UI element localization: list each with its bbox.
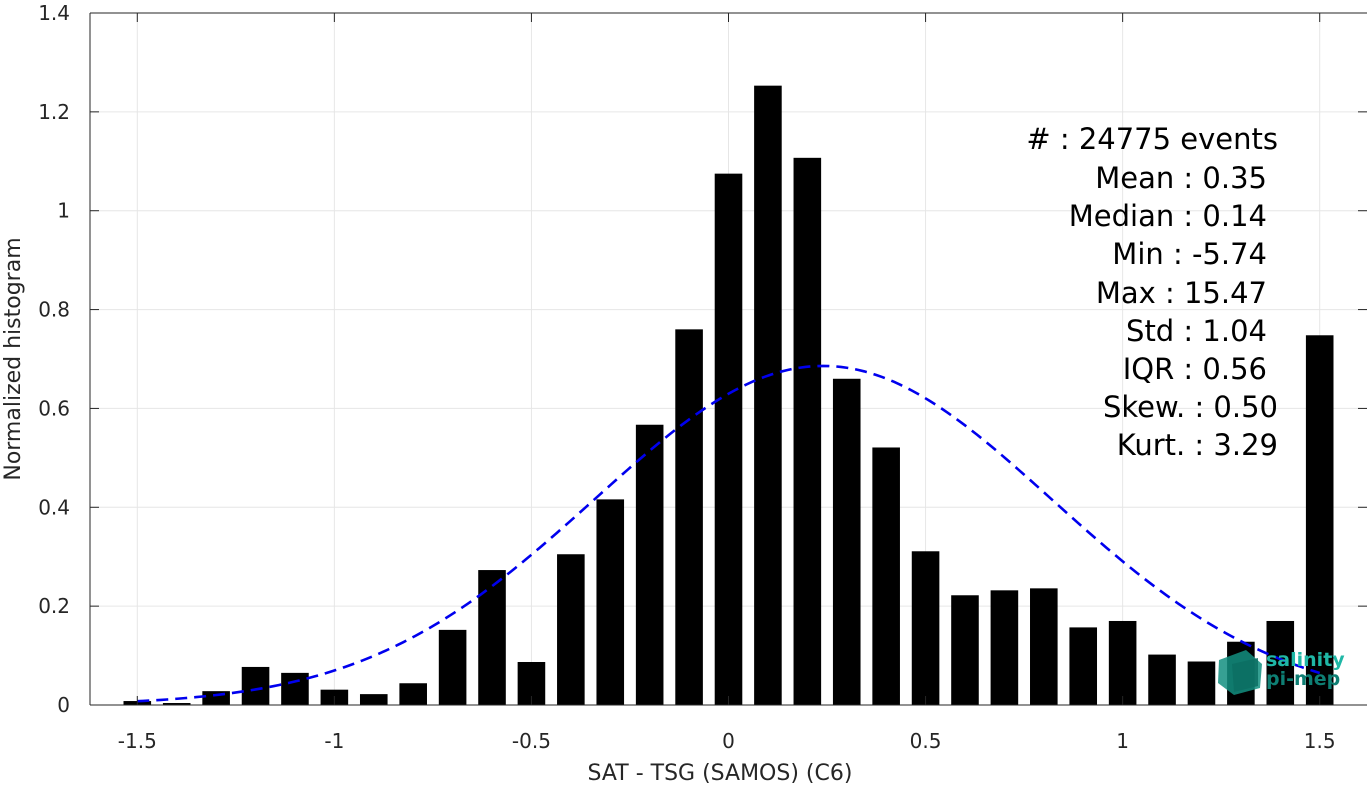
histogram-bar-26 bbox=[1148, 654, 1176, 705]
y-tick-label-4: 0.8 bbox=[38, 298, 70, 322]
x-tick-label-0: -1.5 bbox=[118, 729, 157, 753]
histogram-bar-18 bbox=[832, 378, 861, 705]
y-tick-label-2: 0.4 bbox=[38, 495, 70, 519]
y-tick-label-5: 1 bbox=[57, 199, 70, 223]
x-axis-title: SAT - TSG (SAMOS) (C6) bbox=[588, 761, 853, 785]
stat-kurt: Kurt. : 3.29 bbox=[1117, 428, 1278, 462]
histogram-bar-4 bbox=[281, 672, 309, 705]
y-tick-label-3: 0.6 bbox=[38, 396, 70, 420]
histogram-bar-3 bbox=[241, 666, 270, 705]
stat-median: Median : 0.14 bbox=[1069, 199, 1267, 233]
x-tick-label-3: 0 bbox=[722, 729, 735, 753]
x-tick-label-1: -1 bbox=[324, 729, 344, 753]
y-axis-title: Normalized histogram bbox=[1, 237, 26, 480]
logo-cube-face bbox=[1232, 658, 1258, 692]
gaussian-fit-curve bbox=[137, 364, 1321, 703]
stat-events: # : 24775 events bbox=[1026, 122, 1278, 156]
stat-iqr: IQR : 0.56 bbox=[1123, 352, 1267, 386]
stat-max: Max : 15.47 bbox=[1096, 276, 1267, 310]
x-tick-label-6: 1.5 bbox=[1304, 729, 1336, 753]
histogram-bar-30 bbox=[1305, 335, 1334, 705]
histogram-bar-27 bbox=[1187, 661, 1216, 705]
y-tick-label-7: 1.4 bbox=[38, 1, 70, 25]
axes bbox=[89, 12, 1367, 706]
logo-text-salinity: salinity bbox=[1266, 649, 1345, 671]
histogram-bar-23 bbox=[1030, 588, 1058, 705]
salinity-pi-mep-logo: salinity pi-mep bbox=[1218, 649, 1345, 695]
histogram-bar-8 bbox=[438, 629, 467, 705]
stat-skew: Skew. : 0.50 bbox=[1103, 390, 1278, 424]
histogram-bar-1 bbox=[162, 703, 191, 705]
histogram-bar-21 bbox=[951, 595, 979, 705]
stat-mean: Mean : 0.35 bbox=[1095, 161, 1267, 195]
logo-text-pi-mep: pi-mep bbox=[1266, 668, 1340, 690]
y-tick-label-0: 0 bbox=[57, 693, 70, 717]
histogram-bar-16 bbox=[754, 85, 782, 705]
x-tick-labels: -1.5 -1 -0.5 0 0.5 1 1.5 bbox=[118, 729, 1336, 753]
histogram-bar-14 bbox=[675, 329, 703, 705]
histogram-bar-9 bbox=[478, 570, 506, 705]
statistics-annotation: # : 24775 events Mean : 0.35 Median : 0.… bbox=[1026, 122, 1278, 462]
histogram-bar-15 bbox=[714, 173, 743, 706]
y-tick-label-6: 1.2 bbox=[38, 100, 70, 124]
histogram-bar-7 bbox=[399, 683, 427, 705]
histogram-bars bbox=[123, 85, 1334, 706]
histogram-bar-20 bbox=[911, 551, 940, 705]
x-tick-label-2: -0.5 bbox=[512, 729, 551, 753]
x-tick-label-4: 0.5 bbox=[910, 729, 942, 753]
histogram-bar-12 bbox=[596, 499, 625, 705]
histogram-bar-22 bbox=[990, 590, 1019, 705]
histogram-bar-25 bbox=[1108, 620, 1137, 705]
y-tick-labels: 0 0.2 0.4 0.6 0.8 1 1.2 1.4 bbox=[38, 1, 70, 717]
histogram-bar-13 bbox=[635, 424, 664, 705]
stat-min: Min : -5.74 bbox=[1112, 237, 1267, 271]
x-tick-label-5: 1 bbox=[1116, 729, 1129, 753]
histogram-bar-17 bbox=[793, 157, 822, 706]
stat-std: Std : 1.04 bbox=[1126, 314, 1267, 348]
histogram-bar-19 bbox=[872, 447, 900, 705]
histogram-bar-2 bbox=[202, 691, 230, 705]
histogram-bar-24 bbox=[1069, 627, 1098, 705]
histogram-bar-29 bbox=[1266, 620, 1295, 705]
histogram-bar-11 bbox=[557, 554, 585, 705]
y-tick-label-1: 0.2 bbox=[38, 594, 70, 618]
histogram-bar-6 bbox=[359, 694, 388, 705]
